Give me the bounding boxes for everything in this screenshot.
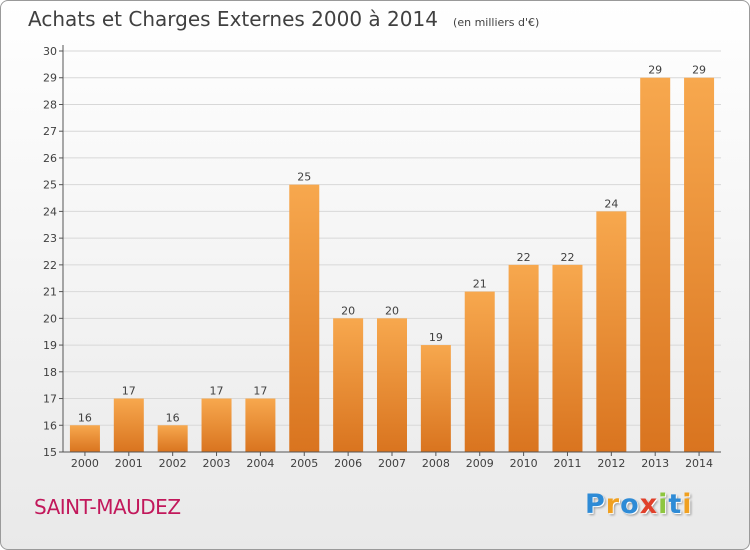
- y-tick-label: 20: [43, 312, 57, 325]
- data-label: 25: [297, 171, 311, 184]
- y-tick-label: 24: [43, 205, 57, 218]
- brand-logo-letter: i: [682, 489, 693, 520]
- bar: [157, 425, 188, 452]
- y-tick-label: 21: [43, 286, 57, 299]
- bar: [552, 264, 583, 452]
- bar: [508, 264, 539, 452]
- y-tick-label: 18: [43, 366, 57, 379]
- brand-logo-letter: x: [639, 489, 659, 520]
- bar: [596, 211, 627, 452]
- brand-logo-letter: o: [620, 489, 640, 520]
- data-label: 22: [560, 251, 574, 264]
- x-tick-label: 2004: [246, 457, 274, 470]
- data-label: 20: [385, 304, 399, 317]
- bar: [684, 77, 715, 452]
- x-tick-label: 2007: [378, 457, 406, 470]
- y-tick-label: 15: [43, 446, 57, 459]
- x-tick-label: 2010: [510, 457, 538, 470]
- y-tick-label: 17: [43, 393, 57, 406]
- title-row: Achats et Charges Externes 2000 à 2014 (…: [28, 7, 539, 31]
- x-tick-label: 2002: [159, 457, 187, 470]
- data-label: 19: [429, 331, 443, 344]
- brand-logo-letter: t: [668, 489, 683, 520]
- bar: [201, 398, 232, 452]
- y-tick-label: 29: [43, 72, 57, 85]
- data-label: 17: [253, 385, 267, 398]
- data-label: 29: [648, 64, 662, 77]
- chart-title: Achats et Charges Externes 2000 à 2014: [28, 7, 438, 31]
- data-label: 22: [517, 251, 531, 264]
- data-label: 20: [341, 304, 355, 317]
- data-label: 17: [210, 385, 224, 398]
- bar: [289, 184, 320, 452]
- bar: [113, 398, 144, 452]
- x-tick-label: 2003: [203, 457, 231, 470]
- bar: [464, 291, 495, 452]
- brand-logo-letter: r: [605, 489, 621, 520]
- x-tick-label: 2012: [597, 457, 625, 470]
- x-tick-label: 2006: [334, 457, 362, 470]
- bar: [420, 345, 451, 452]
- x-tick-label: 2011: [553, 457, 581, 470]
- data-label: 16: [78, 411, 92, 424]
- x-tick-label: 2008: [422, 457, 450, 470]
- data-label: 21: [473, 278, 487, 291]
- town-name: SAINT-MAUDEZ: [34, 495, 181, 519]
- x-tick-label: 2001: [115, 457, 143, 470]
- axis-layer: 15 16 17 18 19 20 21 22 23 24 25 26 27 28 29 30 2000 2001…: [43, 45, 721, 470]
- bar-layer: [69, 77, 715, 452]
- y-tick-label: 27: [43, 125, 57, 138]
- y-tick-label: 28: [43, 98, 57, 111]
- y-tick-label: 22: [43, 259, 57, 272]
- label-layer: 16 17 16 17 17 25 20 20 19 21 22 22 24 29 29: [78, 64, 706, 425]
- x-tick-label: 2014: [685, 457, 713, 470]
- x-tick-label: 2013: [641, 457, 669, 470]
- bar: [640, 77, 671, 452]
- y-tick-label: 26: [43, 152, 57, 165]
- brand-logo-letter: P: [585, 489, 606, 520]
- x-tick-label: 2000: [71, 457, 99, 470]
- x-tick-label: 2005: [290, 457, 318, 470]
- y-tick-label: 25: [43, 179, 57, 192]
- bar: [333, 318, 364, 452]
- brand-logo-letter: i: [658, 489, 669, 520]
- y-tick-label: 16: [43, 419, 57, 432]
- y-tick-label: 23: [43, 232, 57, 245]
- data-label: 24: [604, 197, 618, 210]
- bar: [69, 425, 100, 452]
- data-label: 16: [166, 411, 180, 424]
- chart-unit: (en milliers d'€): [453, 16, 540, 29]
- data-label: 17: [122, 385, 136, 398]
- y-tick-label: 30: [43, 45, 57, 58]
- data-label: 29: [692, 64, 706, 77]
- y-tick-label: 19: [43, 339, 57, 352]
- brand-logo: Proxiti: [585, 489, 693, 520]
- x-tick-label: 2009: [466, 457, 494, 470]
- bar: [377, 318, 407, 452]
- bar: [245, 398, 276, 452]
